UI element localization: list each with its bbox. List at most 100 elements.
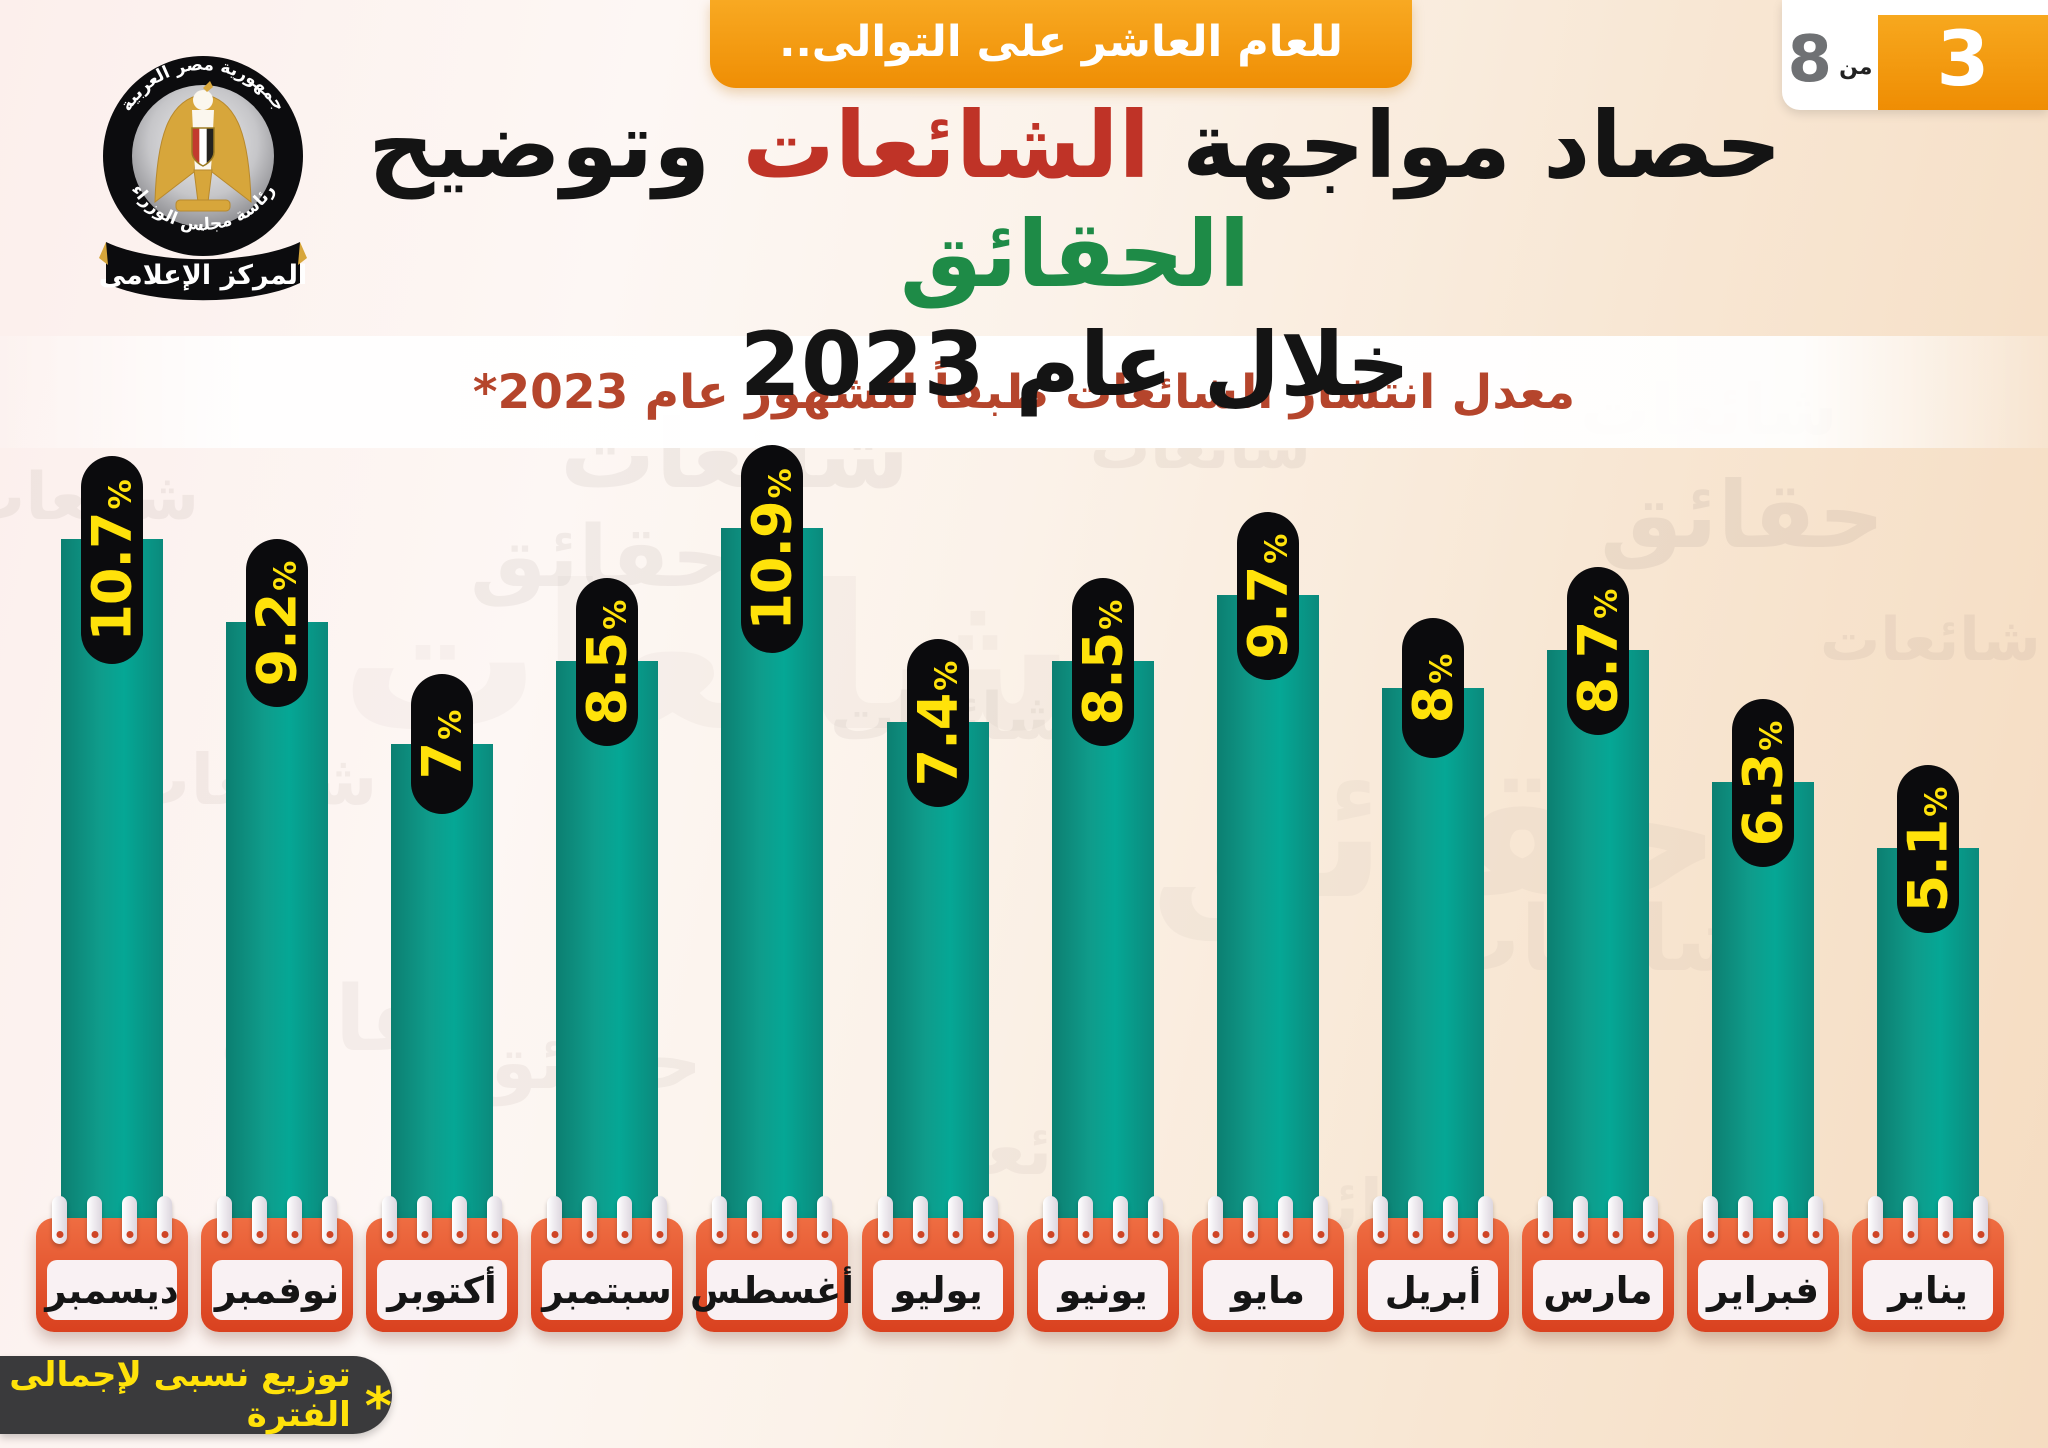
value-pill-march: 8.7% (1567, 567, 1630, 735)
footnote-ribbon: * توزيع نسبى لإجمالى الفترة (0, 1355, 392, 1435)
binder-ring-icon (1608, 1196, 1623, 1244)
logo-ribbon-text: المركز الإعلامى (99, 260, 308, 291)
chart-subtitle: معدل انتشار الشائعات طبقاً للشهور عام 20… (472, 364, 1576, 420)
value-number: 10.7 (80, 511, 144, 642)
value-label: 9.7% (1237, 533, 1300, 659)
month-name: يوليو (893, 1268, 983, 1312)
binder-ring-icon (913, 1196, 928, 1244)
binder-ring-icon (1443, 1196, 1458, 1244)
month-name: يناير (1888, 1268, 1968, 1312)
binder-ring-icon (322, 1196, 337, 1244)
binder-ring-icon (1243, 1196, 1258, 1244)
value-pill-august: 10.9% (740, 445, 804, 653)
month-label-september: سبتمبر (531, 1196, 683, 1332)
value-number: 8.5 (1071, 632, 1135, 725)
month-name: نوفمبر (214, 1268, 340, 1312)
value-label: 6.3% (1732, 720, 1795, 846)
binder-ring-icon (983, 1196, 998, 1244)
value-pill-june: 8.5% (1072, 578, 1135, 746)
binder-ring-icon (217, 1196, 232, 1244)
title-part2: وتوضيح (368, 92, 711, 199)
month-name: يونيو (1058, 1268, 1148, 1312)
value-pill-october: 7% (411, 674, 474, 814)
month-name: أبريل (1384, 1268, 1482, 1312)
month-label-july: يوليو (862, 1196, 1014, 1332)
binder-rings (1373, 1196, 1493, 1246)
binder-rings (1538, 1196, 1658, 1246)
page-title: حصاد مواجهة الشائعات وتوضيح الحقائق خلال… (330, 92, 1820, 417)
binder-ring-icon (1738, 1196, 1753, 1244)
binder-ring-icon (52, 1196, 67, 1244)
month-name: فبراير (1707, 1268, 1819, 1312)
watermark-text: حقائق (1600, 462, 1885, 569)
binder-rings (547, 1196, 667, 1246)
binder-ring-icon (1703, 1196, 1718, 1244)
binder-ring-icon (1938, 1196, 1953, 1244)
top-banner: للعام العاشر على التوالى.. (710, 0, 1412, 88)
percent-sign: % (268, 560, 304, 591)
value-label: 8% (1402, 653, 1465, 723)
title-highlight-facts: الحقائق (899, 200, 1252, 308)
value-number: 8 (1401, 686, 1465, 723)
month-label-june: يونيو (1027, 1196, 1179, 1332)
bar-march (1547, 650, 1649, 1252)
value-label: 8.5% (1072, 599, 1135, 725)
page-indicator-current: 3 (1936, 14, 1990, 103)
binder-ring-icon (1148, 1196, 1163, 1244)
bar-july (887, 722, 989, 1252)
binder-ring-icon (1278, 1196, 1293, 1244)
binder-rings (52, 1196, 172, 1246)
binder-ring-icon (1973, 1196, 1988, 1244)
binder-ring-icon (157, 1196, 172, 1244)
binder-ring-icon (1043, 1196, 1058, 1244)
percent-sign: % (763, 467, 799, 498)
page-indicator-total: 8 (1787, 22, 1833, 97)
value-pill-february: 6.3% (1732, 699, 1795, 867)
binder-ring-icon (417, 1196, 432, 1244)
value-number: 8.5 (575, 632, 639, 725)
binder-rings (1043, 1196, 1163, 1246)
month-name: مارس (1543, 1268, 1653, 1312)
binder-ring-icon (1408, 1196, 1423, 1244)
month-label-november: نوفمبر (201, 1196, 353, 1332)
percent-sign: % (598, 599, 634, 630)
month-label-october: أكتوبر (366, 1196, 518, 1332)
subtitle-band: معدل انتشار الشائعات طبقاً للشهور عام 20… (0, 336, 2048, 448)
binder-ring-icon (1313, 1196, 1328, 1244)
calendar-inner: يناير (1863, 1260, 1993, 1320)
binder-ring-icon (617, 1196, 632, 1244)
binder-ring-icon (1573, 1196, 1588, 1244)
binder-ring-icon (782, 1196, 797, 1244)
percent-sign: % (1094, 599, 1130, 630)
value-pill-january: 5.1% (1896, 765, 1960, 933)
binder-ring-icon (287, 1196, 302, 1244)
binder-rings (1208, 1196, 1328, 1246)
value-number: 6.3 (1731, 753, 1795, 846)
binder-rings (217, 1196, 337, 1246)
value-label: 8.7% (1567, 588, 1630, 714)
title-highlight-rumors: الشائعات (742, 92, 1151, 199)
binder-rings (1868, 1196, 1988, 1246)
value-label: 7.4% (907, 660, 970, 786)
calendar-inner: يوليو (873, 1260, 1003, 1320)
value-number: 5.1 (1896, 819, 1960, 912)
percent-sign: % (103, 478, 139, 509)
title-line-2: خلال عام 2023 (739, 313, 1411, 417)
month-name: أغسطس (690, 1268, 854, 1312)
calendar-page-icon: أبريل (1357, 1218, 1509, 1332)
month-name: أكتوبر (387, 1268, 497, 1312)
value-pill-may: 9.7% (1237, 512, 1300, 680)
value-number: 8.7 (1566, 621, 1630, 714)
page-indicator-current-box: 3 (1878, 14, 2048, 110)
bar-september (556, 661, 658, 1252)
value-number: 10.9 (740, 500, 804, 631)
value-pill-december: 10.7% (80, 456, 144, 664)
binder-ring-icon (1373, 1196, 1388, 1244)
binder-rings (1703, 1196, 1823, 1246)
value-pill-september: 8.5% (575, 578, 639, 746)
banner-text: للعام العاشر على التوالى.. (779, 17, 1343, 67)
binder-ring-icon (1078, 1196, 1093, 1244)
bar-may (1217, 595, 1319, 1252)
month-label-april: أبريل (1357, 1196, 1509, 1332)
